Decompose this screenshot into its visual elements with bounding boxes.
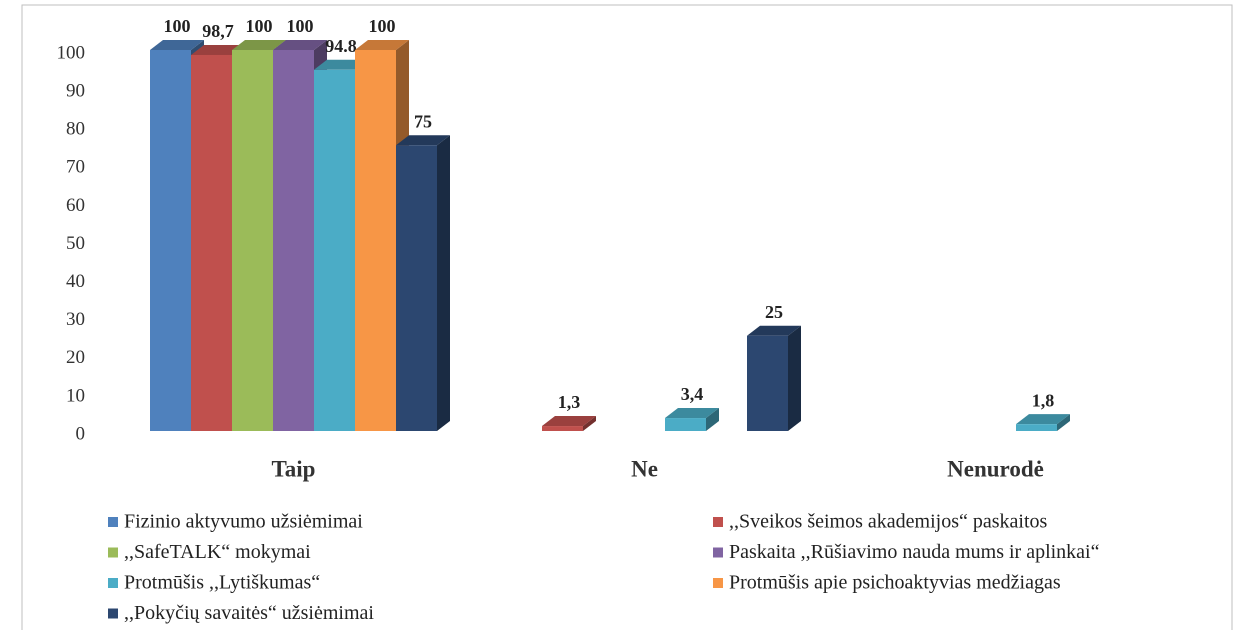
- bar: [1016, 424, 1057, 431]
- legend-label: ,,SafeTALK“ mokymai: [124, 541, 311, 563]
- value-label: 100: [164, 16, 191, 36]
- value-label: 1,8: [1032, 390, 1055, 410]
- bar-side: [583, 416, 596, 431]
- legend-label: ,,Sveikos šeimos akademijos“ paskaitos: [729, 511, 1048, 533]
- value-label: 100: [246, 16, 273, 36]
- y-tick-label: 10: [66, 385, 85, 406]
- bar-side: [437, 135, 450, 431]
- bar: [747, 335, 788, 431]
- bar: [542, 426, 583, 431]
- legend-swatch: [108, 608, 118, 619]
- value-label: 3,4: [681, 384, 704, 404]
- bar: [191, 54, 232, 431]
- y-tick-label: 40: [66, 271, 85, 292]
- value-label: 98,7: [202, 21, 234, 41]
- bar-side: [788, 325, 801, 431]
- y-tick-label: 100: [57, 42, 86, 63]
- x-tick-label: Taip: [272, 456, 316, 481]
- bar: [314, 69, 355, 431]
- y-tick-label: 30: [66, 309, 85, 330]
- y-tick-label: 90: [66, 80, 85, 101]
- value-label: 1,3: [558, 392, 581, 412]
- x-tick-label: Ne: [631, 456, 658, 481]
- legend-swatch: [713, 547, 723, 558]
- value-label: 100: [369, 16, 396, 36]
- bar-top: [273, 40, 327, 50]
- value-label: 25: [765, 302, 783, 322]
- legend-label: Fizinio aktyvumo užsiėmimai: [124, 511, 363, 533]
- bar: [150, 50, 191, 431]
- bar-top: [150, 40, 204, 50]
- legend-swatch: [713, 517, 723, 527]
- x-tick-label: Nenurodė: [947, 456, 1044, 481]
- bar-top: [747, 325, 801, 336]
- legend-label: Paskaita ,,Rūšiavimo nauda mums ir aplin…: [729, 541, 1100, 563]
- bar: [396, 145, 437, 431]
- value-label: 100: [287, 16, 314, 36]
- legend-swatch: [108, 578, 118, 588]
- bar-top: [355, 40, 409, 50]
- bar-top: [314, 59, 368, 70]
- bar: [273, 50, 314, 431]
- y-tick-label: 60: [66, 195, 85, 216]
- legend-swatch: [108, 517, 118, 527]
- legend-swatch: [713, 578, 723, 588]
- y-tick-label: 70: [66, 157, 85, 178]
- bar: [665, 418, 706, 431]
- y-tick-label: 80: [66, 119, 85, 140]
- bar-top: [665, 408, 719, 419]
- y-tick-label: 20: [66, 347, 85, 368]
- bar: [232, 50, 273, 431]
- bar-top: [542, 416, 596, 427]
- y-tick-label: 50: [66, 233, 85, 254]
- value-label: 94.8: [325, 36, 357, 56]
- bar-side: [706, 408, 719, 431]
- bar-top: [191, 44, 245, 55]
- bar-top: [1016, 414, 1070, 425]
- chart-frame: [21, 4, 1233, 630]
- legend-label: ,,Pokyčių savaitės“ užsiėmimai: [124, 602, 374, 624]
- bar: [355, 50, 396, 431]
- legend-swatch: [108, 547, 118, 558]
- legend-label: Protmūšis ,,Lytiškumas“: [124, 572, 320, 594]
- bar-top: [232, 40, 286, 50]
- bar-side: [1057, 414, 1070, 431]
- y-tick-label: 0: [76, 423, 86, 444]
- legend-label: Protmūšis apie psichoaktyvias medžiagas: [729, 572, 1061, 594]
- bar-top: [396, 135, 450, 146]
- value-label: 75: [414, 111, 432, 131]
